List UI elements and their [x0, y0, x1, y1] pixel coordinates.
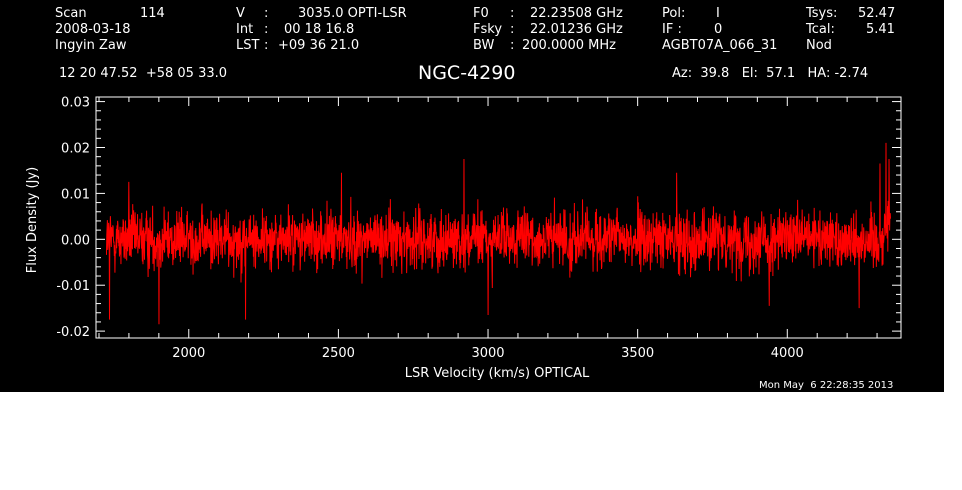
- scan-value: 114: [140, 6, 165, 21]
- x-tick-label: 2000: [172, 346, 205, 361]
- switching-mode: Nod: [806, 38, 832, 53]
- source-coordinates: 12 20 47.52 +58 05 33.0: [59, 66, 228, 81]
- spectrum-line: [105, 142, 892, 325]
- x-tick-label: 4000: [771, 346, 804, 361]
- spectrum-trace: [105, 142, 892, 325]
- x-tick-label: 3500: [621, 346, 654, 361]
- spectrum-chart: 2000 2500 3000 3500 4000 -0.02 -0.01 0.00 0.01 0.…: [25, 96, 902, 381]
- fsky-value: 22.01236 GHz: [530, 22, 623, 37]
- fsky-sep: :: [510, 22, 515, 37]
- pol-label: Pol:: [662, 6, 686, 21]
- y-tick-label: -0.01: [56, 279, 90, 294]
- f0-value: 22.23508 GHz: [530, 6, 623, 21]
- chart-title: NGC-4290: [418, 62, 516, 84]
- tcal-label: Tcal:: [806, 22, 835, 37]
- lst-sep: :: [264, 38, 269, 53]
- bw-sep: :: [510, 38, 515, 53]
- if-label: IF :: [662, 22, 682, 37]
- spectrum-panel: Scan 114 2008-03-18 Ingyin Zaw V : 3035.…: [0, 0, 944, 392]
- observer-name: Ingyin Zaw: [55, 38, 127, 53]
- bw-label: BW: [473, 38, 495, 53]
- tsys-value: 52.47: [858, 6, 896, 21]
- pol-value: I: [716, 6, 720, 21]
- plot-timestamp: Mon May 6 22:28:35 2013: [759, 380, 894, 391]
- y-tick-label: 0.00: [61, 233, 90, 248]
- if-value: 0: [714, 22, 723, 37]
- velocity-value: 3035.0 OPTI-LSR: [298, 6, 407, 21]
- int-value: 00 18 16.8: [284, 22, 355, 37]
- f0-label: F0: [473, 6, 489, 21]
- obs-date: 2008-03-18: [55, 22, 131, 37]
- f0-sep: :: [510, 6, 515, 21]
- y-tick-label: -0.02: [56, 325, 90, 340]
- int-label: Int: [236, 22, 254, 37]
- scan-label: Scan: [55, 6, 87, 21]
- velocity-sep: :: [264, 6, 269, 21]
- x-tick-label: 3000: [471, 346, 504, 361]
- bw-value: 200.0000 MHz: [522, 38, 616, 53]
- plot-axes: [95, 96, 902, 339]
- y-tick-label: 0.01: [61, 187, 90, 202]
- tcal-value: 5.41: [866, 22, 895, 37]
- pointing-info: Az: 39.8 El: 57.1 HA: -2.74: [672, 66, 869, 81]
- lst-label: LST: [236, 38, 260, 53]
- project-id: AGBT07A_066_31: [662, 38, 778, 53]
- y-tick-label: 0.03: [61, 96, 90, 111]
- y-axis-label: Flux Density (Jy): [25, 167, 40, 273]
- lst-value: +09 36 21.0: [278, 38, 360, 53]
- int-sep: :: [264, 22, 269, 37]
- velocity-label: V: [236, 6, 245, 21]
- x-tick-label: 2500: [322, 346, 355, 361]
- axis-ticks: 2000 2500 3000 3500 4000 -0.02 -0.01 0.00 0.01 0.…: [56, 96, 901, 361]
- y-tick-label: 0.02: [61, 141, 90, 156]
- plot-frame: [95, 96, 902, 339]
- x-axis-label: LSR Velocity (km/s) OPTICAL: [405, 366, 590, 381]
- fsky-label: Fsky: [473, 22, 503, 37]
- tsys-label: Tsys:: [806, 6, 838, 21]
